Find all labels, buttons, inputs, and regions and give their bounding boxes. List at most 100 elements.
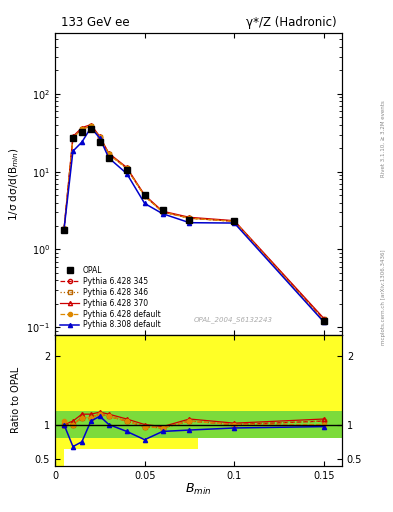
Line: OPAL: OPAL: [61, 126, 327, 324]
Pythia 6.428 default: [160, 209, 165, 215]
Pythia 6.428 370: [232, 218, 237, 224]
Pythia 8.308 default: [142, 200, 147, 206]
Pythia 6.428 345: [79, 126, 84, 132]
Bar: [198, 411, 270, 438]
Bar: [64, 335, 73, 449]
Pythia 6.428 345: [97, 134, 102, 140]
Pythia 6.428 default: [71, 135, 75, 141]
Pythia 6.428 370: [142, 192, 147, 198]
Line: Pythia 6.428 370: Pythia 6.428 370: [62, 122, 326, 321]
Pythia 6.428 345: [321, 316, 326, 323]
Pythia 6.428 345: [125, 165, 129, 172]
Pythia 6.428 345: [187, 215, 192, 221]
Pythia 6.428 370: [71, 133, 75, 139]
Pythia 6.428 345: [71, 135, 75, 141]
Bar: [91, 335, 127, 449]
Pythia 6.428 370: [62, 226, 66, 232]
OPAL: [97, 139, 102, 145]
Pythia 6.428 370: [107, 150, 111, 156]
OPAL: [107, 155, 111, 161]
Pythia 6.428 default: [79, 126, 84, 132]
Pythia 6.428 default: [142, 193, 147, 199]
Pythia 6.428 346: [62, 226, 66, 232]
Bar: [55, 335, 64, 466]
Pythia 6.428 370: [321, 315, 326, 322]
Bar: [198, 335, 270, 438]
Pythia 6.428 default: [232, 218, 237, 224]
Pythia 6.428 345: [142, 193, 147, 199]
Pythia 8.308 default: [125, 170, 129, 177]
Pythia 8.308 default: [97, 135, 102, 141]
OPAL: [232, 218, 237, 224]
Bar: [73, 411, 91, 438]
Pythia 6.428 default: [125, 165, 129, 172]
Pythia 6.428 370: [88, 121, 93, 127]
Legend: OPAL, Pythia 6.428 345, Pythia 6.428 346, Pythia 6.428 370, Pythia 6.428 default: OPAL, Pythia 6.428 345, Pythia 6.428 346…: [59, 264, 162, 331]
Bar: [64, 411, 73, 438]
Pythia 6.428 370: [79, 124, 84, 131]
Pythia 8.308 default: [79, 139, 84, 145]
Pythia 6.428 345: [88, 123, 93, 129]
Pythia 6.428 default: [187, 215, 192, 221]
Line: Pythia 6.428 346: Pythia 6.428 346: [62, 124, 326, 322]
Pythia 8.308 default: [321, 319, 326, 325]
Pythia 6.428 default: [107, 151, 111, 157]
Bar: [73, 335, 91, 449]
Pythia 8.308 default: [71, 148, 75, 154]
Text: OPAL_2004_S6132243: OPAL_2004_S6132243: [193, 316, 272, 323]
OPAL: [62, 226, 66, 232]
Pythia 6.428 370: [125, 164, 129, 170]
Pythia 6.428 346: [79, 126, 84, 132]
Y-axis label: 1/σ dσ/d(B$_{min}$): 1/σ dσ/d(B$_{min}$): [7, 147, 20, 221]
Pythia 8.308 default: [232, 220, 237, 226]
Pythia 6.428 346: [321, 316, 326, 323]
Pythia 8.308 default: [62, 226, 66, 232]
Pythia 6.428 default: [97, 134, 102, 140]
Pythia 8.308 default: [160, 210, 165, 217]
OPAL: [125, 167, 129, 173]
Pythia 8.308 default: [88, 124, 93, 131]
Pythia 6.428 default: [321, 318, 326, 324]
Pythia 6.428 370: [160, 208, 165, 214]
Pythia 6.428 default: [88, 123, 93, 129]
Bar: [127, 335, 198, 449]
Pythia 6.428 346: [97, 134, 102, 140]
Text: Rivet 3.1.10, ≥ 3.2M events: Rivet 3.1.10, ≥ 3.2M events: [381, 100, 386, 177]
Pythia 6.428 346: [142, 193, 147, 199]
Line: Pythia 6.428 default: Pythia 6.428 default: [62, 124, 326, 323]
Pythia 8.308 default: [107, 155, 111, 161]
Y-axis label: Ratio to OPAL: Ratio to OPAL: [11, 367, 20, 434]
Line: Pythia 6.428 345: Pythia 6.428 345: [62, 124, 326, 322]
Pythia 6.428 346: [107, 151, 111, 157]
Pythia 6.428 345: [62, 226, 66, 232]
Pythia 6.428 345: [232, 218, 237, 224]
Pythia 6.428 370: [97, 134, 102, 140]
Text: γ*/Z (Hadronic): γ*/Z (Hadronic): [246, 16, 336, 29]
Pythia 6.428 345: [160, 209, 165, 215]
OPAL: [79, 129, 84, 135]
OPAL: [160, 207, 165, 213]
Pythia 6.428 default: [62, 225, 66, 231]
Pythia 6.428 346: [187, 215, 192, 221]
OPAL: [321, 318, 326, 324]
Bar: [127, 411, 198, 438]
Text: 133 GeV ee: 133 GeV ee: [61, 16, 129, 29]
OPAL: [71, 135, 75, 141]
X-axis label: $B_{min}$: $B_{min}$: [185, 482, 212, 497]
Pythia 6.428 370: [187, 214, 192, 220]
Pythia 6.428 346: [88, 123, 93, 129]
Bar: [91, 411, 127, 438]
OPAL: [187, 217, 192, 223]
Line: Pythia 8.308 default: Pythia 8.308 default: [62, 125, 326, 324]
Pythia 6.428 346: [125, 165, 129, 172]
Pythia 6.428 346: [232, 218, 237, 224]
Text: mcplots.cern.ch [arXiv:1306.3436]: mcplots.cern.ch [arXiv:1306.3436]: [381, 249, 386, 345]
Pythia 6.428 345: [107, 151, 111, 157]
Bar: [270, 411, 342, 438]
Pythia 8.308 default: [187, 220, 192, 226]
OPAL: [142, 192, 147, 198]
Bar: [55, 411, 64, 438]
Pythia 6.428 346: [71, 135, 75, 141]
Bar: [270, 335, 342, 438]
OPAL: [88, 126, 93, 133]
